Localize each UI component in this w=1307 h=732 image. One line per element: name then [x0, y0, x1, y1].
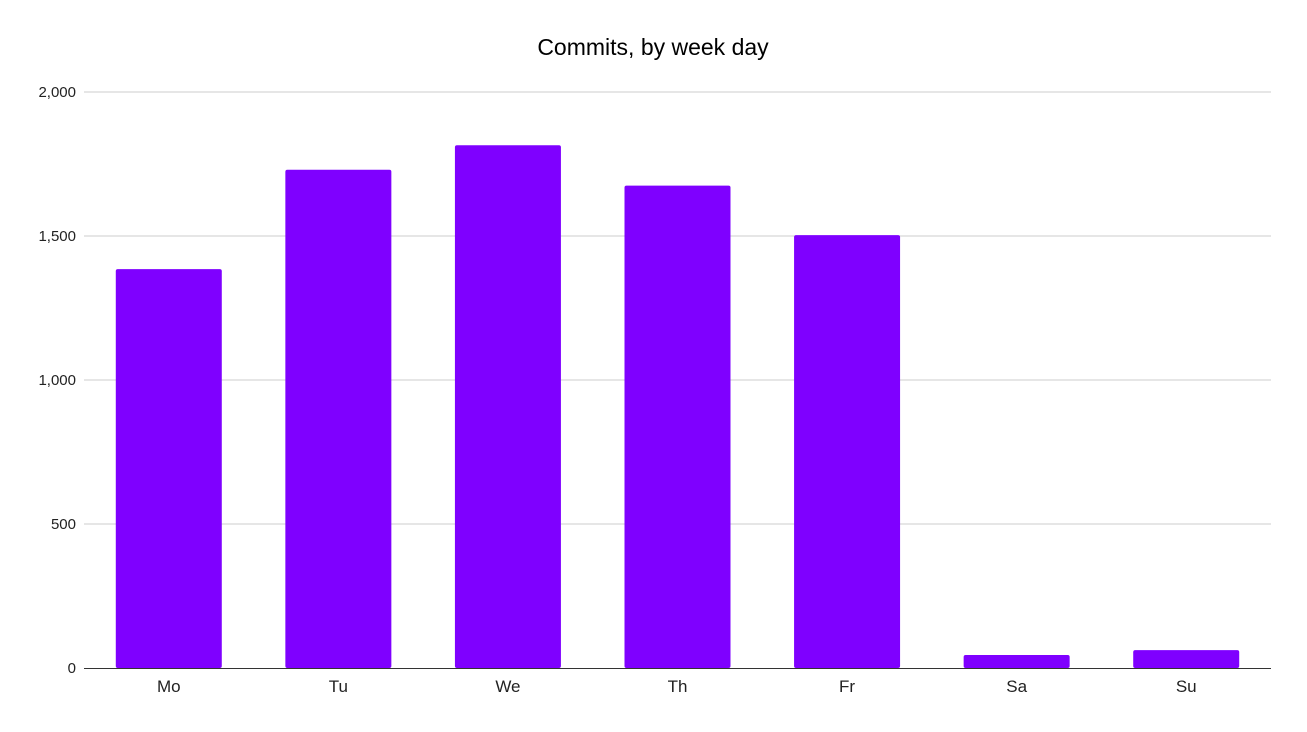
bar-su: [1133, 650, 1240, 668]
bar-sa: [963, 655, 1070, 668]
bar-mo: [115, 269, 222, 668]
y-tick-label: 500: [51, 516, 76, 533]
x-tick-label: We: [495, 677, 520, 696]
x-tick-label: Th: [668, 677, 688, 696]
y-tick-label: 0: [68, 660, 76, 677]
bars: [115, 145, 1240, 669]
y-axis-ticks: 0 500 1,000 1,500 2,000: [38, 84, 76, 677]
y-tick-label: 1,000: [38, 372, 76, 389]
x-tick-label: Fr: [839, 677, 855, 696]
x-tick-label: Su: [1176, 677, 1197, 696]
bar-fr: [794, 235, 901, 669]
x-tick-label: Tu: [329, 677, 348, 696]
bar-th: [624, 185, 731, 668]
bar-tu: [285, 169, 392, 668]
x-axis-ticks: Mo Tu We Th Fr Sa Su: [157, 677, 1197, 696]
x-tick-label: Mo: [157, 677, 181, 696]
chart-title: Commits, by week day: [537, 34, 769, 60]
x-tick-label: Sa: [1006, 677, 1027, 696]
bar-we: [454, 145, 561, 668]
y-tick-label: 1,500: [38, 228, 76, 245]
y-tick-label: 2,000: [38, 84, 76, 101]
